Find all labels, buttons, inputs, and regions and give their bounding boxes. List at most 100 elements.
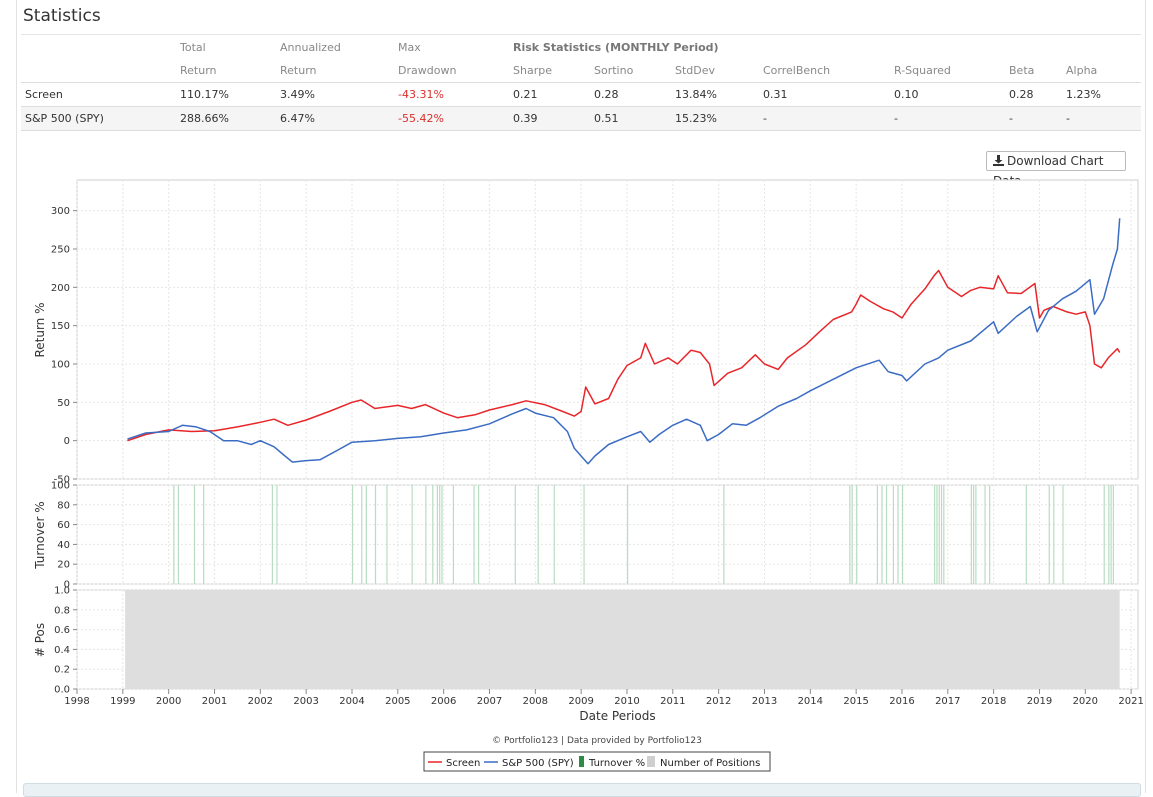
x-tick-label: 2006 (431, 696, 456, 707)
turnover-bar (970, 485, 972, 584)
x-tick-label: 2000 (156, 696, 181, 707)
cell: 110.17% (176, 82, 276, 107)
turnover-bar (897, 485, 899, 584)
y-tick-label: 20 (57, 560, 70, 571)
turnover-bar (856, 485, 858, 584)
cell-drawdown: -43.31% (394, 82, 509, 107)
header-empty (21, 59, 176, 83)
cell: - (1062, 106, 1141, 131)
turnover-bar (439, 485, 441, 584)
x-tick-label: 2020 (1073, 696, 1098, 707)
turnover-bar (271, 485, 273, 584)
turnover-bar (881, 485, 883, 584)
cell: 0.51 (590, 106, 671, 131)
turnover-bar (473, 485, 475, 584)
header-bottom: CorrelBench (759, 59, 890, 83)
x-tick-label: 2018 (981, 696, 1006, 707)
y-tick-label: 1.0 (54, 586, 70, 597)
cell: 288.66% (176, 106, 276, 131)
series-line-screen (127, 269, 1121, 442)
plot-frame (76, 484, 1139, 585)
x-tick-label: 2014 (798, 696, 823, 707)
y-tick-label: 40 (57, 540, 70, 551)
x-tick-label: 2013 (752, 696, 777, 707)
y-axis-label: Return % (33, 302, 47, 357)
turnover-bar (851, 485, 853, 584)
x-tick-label: 2019 (1027, 696, 1052, 707)
cell-drawdown: -55.42% (394, 106, 509, 131)
header-bottom: Sortino (590, 59, 671, 83)
x-tick-label: 2011 (660, 696, 685, 707)
header-bottom: Sharpe (509, 59, 590, 83)
download-icon (993, 153, 1004, 172)
cell: 0.31 (759, 82, 890, 107)
y-tick-label: -50 (54, 475, 70, 486)
legend-label: Screen (446, 758, 480, 769)
y-tick-label: 200 (51, 283, 70, 294)
turnover-bar (203, 485, 205, 584)
x-tick-label: 2017 (935, 696, 960, 707)
cell: - (890, 106, 1005, 131)
credit-text: © Portfolio123 | Data provided by Portfo… (492, 736, 702, 746)
turnover-bar (943, 485, 945, 584)
row-name: Screen (21, 82, 176, 107)
title-divider (21, 34, 1141, 35)
header-bottom: StdDev (671, 59, 759, 83)
turnover-bar (938, 485, 940, 584)
cell: 0.28 (1005, 82, 1062, 107)
turnover-bar (514, 485, 516, 584)
x-tick-label: 2005 (385, 696, 410, 707)
turnover-bar (1062, 485, 1064, 584)
y-tick-label: 0.0 (54, 685, 70, 696)
x-tick-label: 2004 (339, 696, 364, 707)
table-row: S&P 500 (SPY) 288.66% 6.47% -55.42% 0.39… (21, 106, 1141, 131)
x-tick-label: 2003 (293, 696, 318, 707)
cell: - (1005, 106, 1062, 131)
turnover-bar (478, 485, 480, 584)
turnover-bar (173, 485, 175, 584)
table-header-row-top: Total Annualized Max Risk Statistics (MO… (21, 36, 1141, 59)
y-tick-label: 0.8 (54, 605, 70, 616)
y-tick-label: 0 (64, 436, 70, 447)
turnover-bar (351, 485, 354, 584)
turnover-bar (1025, 485, 1027, 584)
turnover-bar (1108, 485, 1110, 584)
header-top: Annualized (280, 41, 341, 54)
turnover-bar (934, 485, 936, 584)
turnover-bar (365, 485, 367, 584)
cell: 0.39 (509, 106, 590, 131)
turnover-bar (876, 485, 878, 584)
header-top: Total (180, 41, 206, 54)
y-tick-label: 80 (57, 500, 70, 511)
y-tick-label: 0.2 (54, 665, 70, 676)
table-header-row-bottom: Return Return Drawdown Sharpe Sortino St… (21, 59, 1141, 83)
legend-label: Turnover % (588, 758, 645, 769)
turnover-bar (193, 485, 196, 584)
turnover-bar (411, 485, 413, 584)
cell: 3.49% (276, 82, 394, 107)
page-title: Statistics (23, 6, 101, 26)
y-tick-label: 150 (51, 321, 70, 332)
turnover-bar (537, 485, 539, 584)
x-tick-label: 2015 (843, 696, 868, 707)
turnover-bar (583, 485, 585, 584)
cell: 0.28 (590, 82, 671, 107)
turnover-bar (626, 485, 629, 584)
turnover-bar (452, 485, 455, 584)
legend-label: S&P 500 (SPY) (502, 758, 574, 769)
header-bottom: R-Squared (890, 59, 1005, 83)
legend-box (423, 751, 771, 772)
turnover-bar (1112, 485, 1114, 584)
positions-area (125, 590, 1120, 689)
turnover-bar (975, 485, 977, 584)
x-tick-label: 2007 (477, 696, 502, 707)
turnover-bar (432, 485, 434, 584)
y-tick-label: 100 (51, 360, 70, 371)
turnover-bar (361, 485, 363, 584)
header-top: Max (398, 41, 421, 54)
y-tick-label: 250 (51, 245, 70, 256)
turnover-bar (940, 485, 943, 584)
turnover-bar (1103, 485, 1105, 584)
turnover-bar (436, 485, 438, 584)
series-line-s-p-500-spy- (127, 218, 1121, 465)
